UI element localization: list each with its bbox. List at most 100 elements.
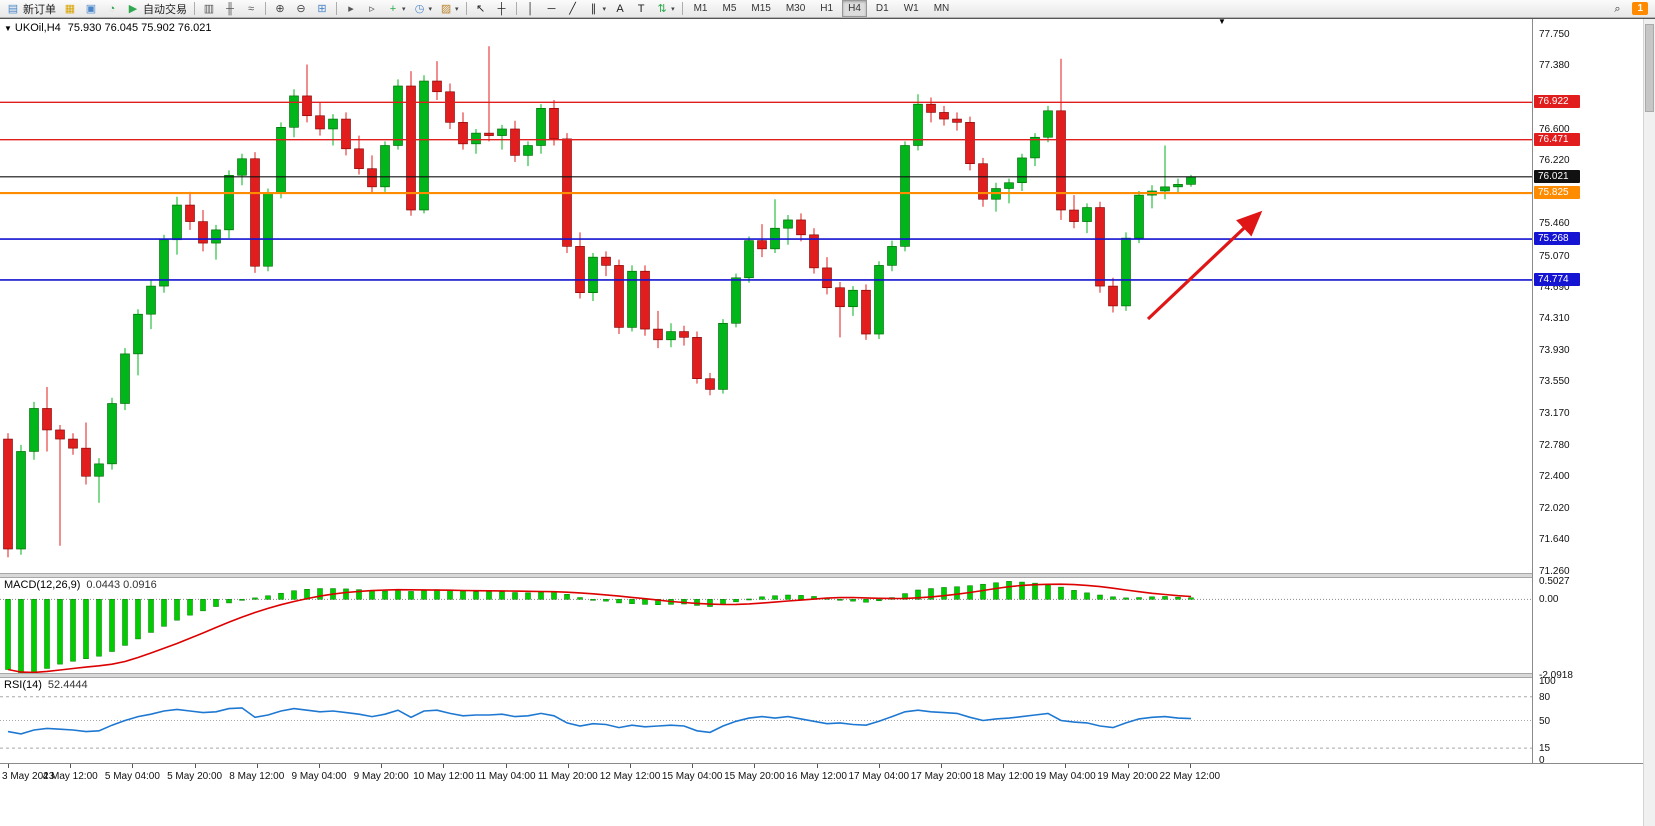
- timeframe-button-m15[interactable]: M15: [751, 3, 771, 14]
- macd-histogram-bar: [148, 599, 154, 633]
- crosshair-icon: ┼: [497, 2, 506, 15]
- timeframe-button-m1[interactable]: M1: [693, 3, 708, 14]
- time-tick-label: 22 May 12:00: [1159, 771, 1221, 782]
- bear-candle: [861, 289, 871, 335]
- bear-candle: [484, 132, 494, 136]
- market-watch-button[interactable]: ▦: [60, 1, 80, 17]
- text-label-button[interactable]: A: [610, 1, 630, 17]
- zoom-out-icon: ⊖: [296, 2, 306, 15]
- search-button[interactable]: ⌕: [1607, 1, 1627, 17]
- macd-histogram-bar: [369, 590, 375, 600]
- bull-candle: [328, 118, 338, 130]
- rsi-splitter[interactable]: [0, 673, 1643, 678]
- zoom-in-button[interactable]: ⊕: [270, 1, 290, 17]
- time-tick-label: 12 May 12:00: [599, 771, 661, 782]
- bull-candle: [1173, 184, 1183, 188]
- auto-trading-button[interactable]: ▶ 自动交易: [123, 1, 190, 17]
- bull-candle: [107, 403, 117, 465]
- macd-splitter[interactable]: [0, 573, 1643, 578]
- macd-histogram-bar: [96, 599, 102, 657]
- text-icon: A: [616, 2, 624, 15]
- periods-button[interactable]: ◷ ▾: [410, 1, 436, 17]
- price-tick-label: 74.310: [1539, 313, 1570, 325]
- rsi-value: 52.4444: [47, 679, 88, 691]
- vertical-line-button[interactable]: │: [521, 1, 541, 17]
- macd-histogram-bar: [317, 588, 323, 600]
- bear-candle: [1108, 285, 1118, 307]
- bull-candle: [497, 128, 507, 136]
- rsi-panel[interactable]: RSI(14) 52.4444: [0, 678, 1532, 763]
- bear-candle: [198, 221, 208, 244]
- zoom-out-button[interactable]: ⊖: [291, 1, 311, 17]
- time-tick: [256, 764, 258, 768]
- price-axis[interactable]: 77.750 77.380 76.600 76.220 75.460 75.070 74.6…: [1532, 19, 1643, 766]
- trendline-icon: ╱: [569, 2, 576, 15]
- resistance-line-1-price-badge: 76.922: [1534, 95, 1580, 109]
- bar-chart-button[interactable]: ▥: [199, 1, 219, 17]
- new-order-button[interactable]: ▤ 新订单: [3, 1, 59, 17]
- chart-shift-button[interactable]: ▹: [362, 1, 382, 17]
- macd-histogram-bar: [642, 599, 648, 605]
- timeframe-button-h4[interactable]: H4: [842, 0, 867, 17]
- collapse-triangle-icon[interactable]: ▼: [4, 24, 12, 33]
- timeframe-button-w1[interactable]: W1: [903, 3, 919, 14]
- time-tick: [941, 764, 942, 768]
- macd-histogram-bar: [1032, 582, 1038, 600]
- timeframe-button-h1[interactable]: H1: [820, 3, 834, 14]
- arrows-button[interactable]: ⇅ ▾: [652, 1, 678, 17]
- macd-histogram-bar: [1058, 586, 1064, 600]
- time-axis[interactable]: 3 May 2023 4 May 12:00 5 May 04:00 5 May 20…: [0, 763, 1643, 794]
- price-tick-label: 73.550: [1539, 376, 1570, 388]
- timeframe-button-mn[interactable]: MN: [933, 3, 950, 14]
- macd-panel[interactable]: MACD(12,26,9) 0.0443 0.0916: [0, 578, 1532, 675]
- time-tick: [630, 764, 631, 768]
- cursor-button[interactable]: ↖: [471, 1, 491, 17]
- macd-scale-label: 0.00: [1539, 594, 1559, 606]
- timeframe-button-d1[interactable]: D1: [875, 3, 889, 14]
- new-chart-button[interactable]: + ▾: [383, 1, 409, 17]
- macd-histogram-bar: [1071, 590, 1077, 600]
- notification-badge[interactable]: 1: [1632, 2, 1648, 15]
- tile-windows-button[interactable]: ⊞: [312, 1, 332, 17]
- price-tick-label: 76.600: [1539, 124, 1570, 135]
- trendline-button[interactable]: ╱: [563, 1, 583, 17]
- line-chart-button[interactable]: ≈: [241, 1, 261, 17]
- search-icon: ⌕: [1614, 2, 1621, 15]
- price-tick-label: 76.220: [1539, 155, 1570, 167]
- template-icon: ▨: [440, 2, 452, 15]
- templates-button[interactable]: ▨ ▾: [436, 1, 462, 17]
- text-box-button[interactable]: T: [631, 1, 651, 17]
- bear-candle: [952, 118, 962, 123]
- crosshair-button[interactable]: ┼: [492, 1, 512, 17]
- dropdown-caret-icon: ▾: [428, 5, 433, 13]
- equidistant-channel-button[interactable]: ∥ ▾: [584, 1, 610, 17]
- trend-arrow-annotation[interactable]: [1146, 210, 1263, 321]
- bear-candle: [510, 128, 520, 156]
- macd-histogram-bar: [5, 599, 11, 670]
- macd-histogram-bar: [200, 599, 206, 612]
- candlestick-chart-button[interactable]: ╫: [220, 1, 240, 17]
- vertical-scrollbar[interactable]: [1643, 19, 1655, 826]
- main-toolbar: ▤ 新订单 ▦ ▣ ◔ ▶ 自动交易 ▥ ╫ ≈ ⊕ ⊖ ⊞ ▸ ▹ + ▾ ◷ ▾ ▨ ▾ ↖ ┼ │ ─ ╱ ∥ ▾ A T ⇅ ▾ M1 M…: [0, 0, 1655, 18]
- macd-histogram-bar: [798, 595, 804, 600]
- price-chart-panel[interactable]: ▼ UKOil,H4 75.930 76.045 75.902 76.021 ▼: [0, 17, 1532, 573]
- bear-candle: [250, 158, 260, 267]
- macd-histogram-bar: [928, 588, 934, 600]
- macd-histogram-bar: [174, 599, 180, 621]
- horizontal-line-button[interactable]: ─: [542, 1, 562, 17]
- time-tick-label: 11 May 04:00: [475, 771, 536, 782]
- refresh-button[interactable]: ◔: [102, 1, 122, 17]
- time-tick: [505, 764, 507, 768]
- chart-window-button[interactable]: ▣: [81, 1, 101, 17]
- bull-candle: [887, 246, 897, 266]
- scrollbar-thumb[interactable]: [1645, 24, 1654, 112]
- bear-candle: [432, 80, 442, 93]
- price-tick-label: 72.020: [1539, 502, 1570, 514]
- chart-window: ▼ UKOil,H4 75.930 76.045 75.902 76.021 ▼ M…: [0, 17, 1655, 826]
- timeframe-button-m5[interactable]: M5: [722, 3, 737, 14]
- bear-candle: [302, 95, 312, 117]
- bear-candle: [315, 115, 325, 130]
- auto-scroll-button[interactable]: ▸: [341, 1, 361, 17]
- timeframe-button-m30[interactable]: M30: [785, 3, 806, 14]
- time-tick-label: 17 May 20:00: [910, 771, 972, 782]
